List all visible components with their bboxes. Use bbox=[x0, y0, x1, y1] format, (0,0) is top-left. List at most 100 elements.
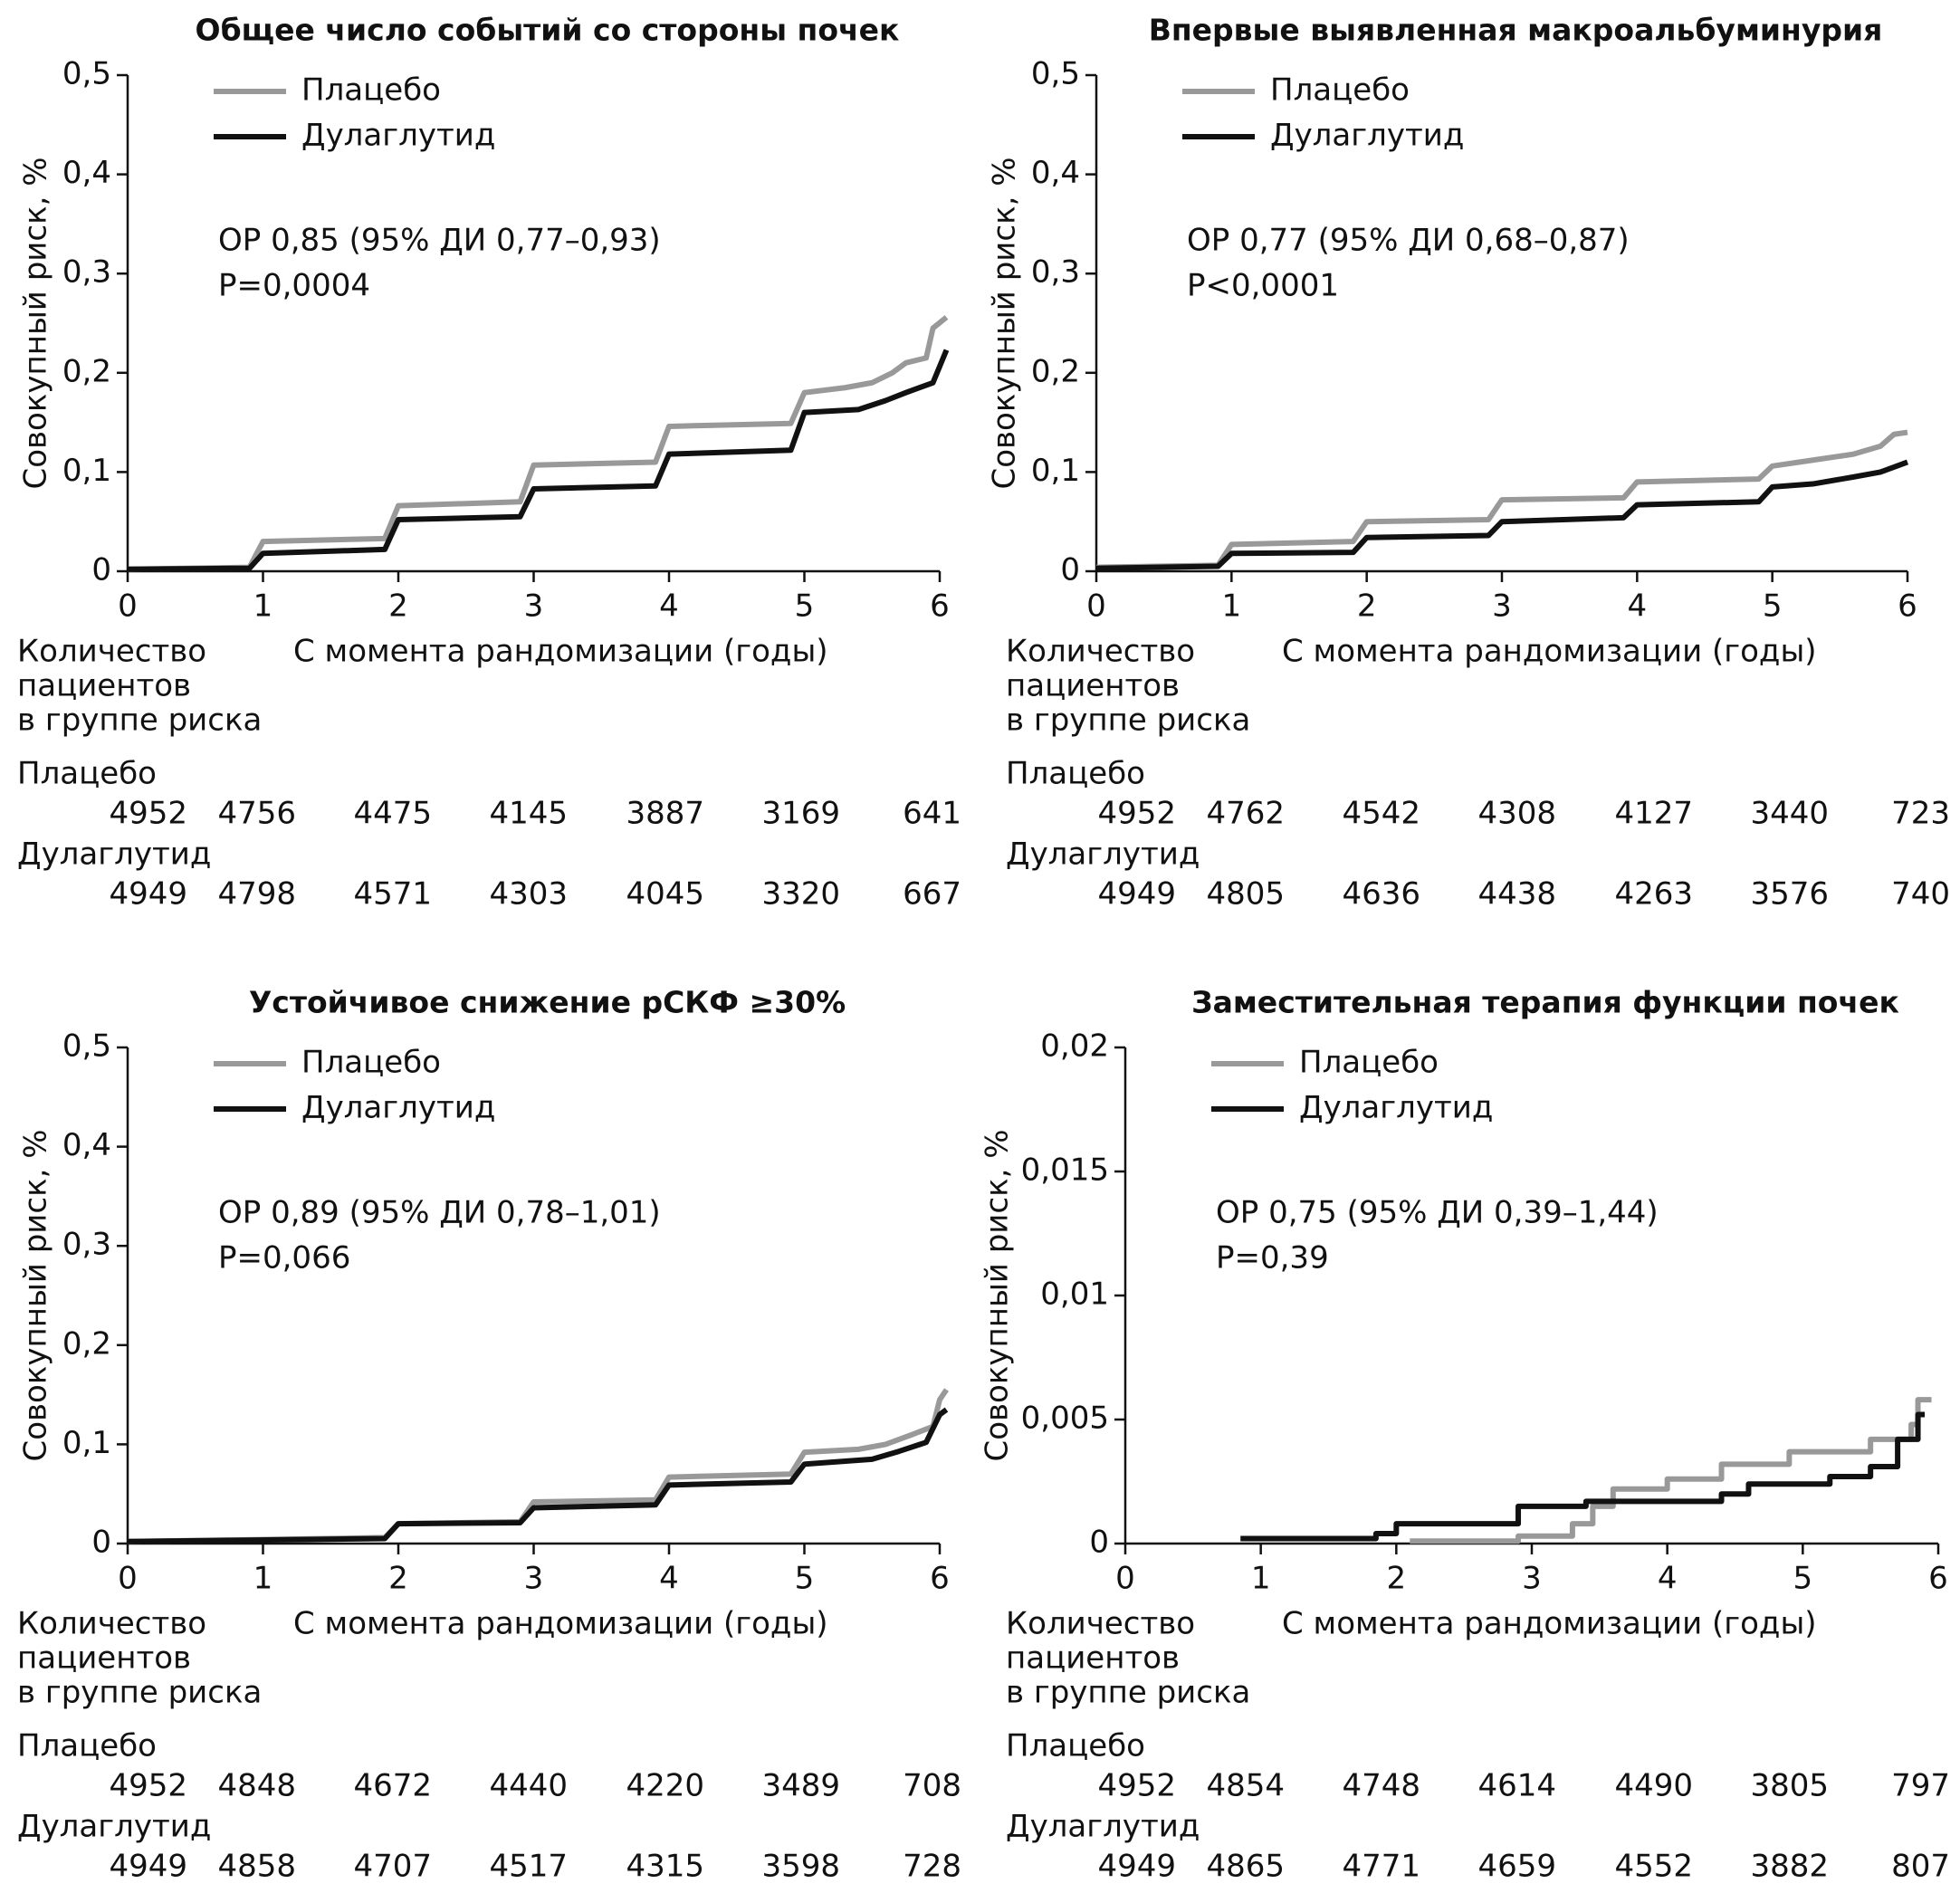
risk-value: 4542 bbox=[1342, 796, 1420, 832]
chart-title: Устойчивое снижение рСКФ ≥30% bbox=[249, 985, 846, 1020]
risk-value: 4798 bbox=[217, 876, 296, 913]
legend-label: Дулаглутид bbox=[1270, 118, 1464, 154]
x-tick-label: 3 bbox=[524, 1561, 544, 1597]
risk-value: 4952 bbox=[109, 796, 187, 832]
y-tick-label: 0 bbox=[91, 1525, 111, 1561]
risk-value: 4614 bbox=[1477, 1768, 1556, 1804]
x-tick-label: 0 bbox=[1086, 588, 1106, 625]
risk-row-name: Дулаглутид bbox=[1006, 837, 1200, 873]
y-axis-label: Совокупный риск, % bbox=[18, 157, 54, 489]
series-line bbox=[127, 315, 949, 572]
x-tick-label: 4 bbox=[659, 588, 679, 625]
x-tick-label: 4 bbox=[1658, 1561, 1678, 1597]
x-tick-label: 2 bbox=[388, 588, 408, 625]
y-tick-label: 0 bbox=[1060, 552, 1080, 588]
y-tick-label: 0,4 bbox=[1031, 155, 1080, 191]
chart-panel: Общее число событий со стороны почек Сово… bbox=[17, 13, 961, 913]
risk-row-name: Плацебо bbox=[17, 756, 157, 792]
risk-value: 4517 bbox=[489, 1849, 568, 1885]
risk-value: 3887 bbox=[626, 796, 704, 832]
risk-value: 4315 bbox=[626, 1849, 704, 1885]
x-tick-label: 6 bbox=[1928, 1561, 1948, 1597]
y-tick-label: 0,2 bbox=[62, 1325, 111, 1362]
y-axis-label: Совокупный риск, % bbox=[987, 157, 1023, 489]
y-tick-label: 0 bbox=[1089, 1525, 1109, 1561]
x-tick-label: 4 bbox=[1628, 588, 1648, 625]
risk-value: 728 bbox=[903, 1849, 961, 1885]
risk-value: 4045 bbox=[626, 876, 704, 913]
risk-value: 4490 bbox=[1614, 1768, 1693, 1804]
x-tick-label: 4 bbox=[659, 1561, 679, 1597]
y-tick-label: 0,3 bbox=[1031, 254, 1080, 291]
series-line bbox=[127, 1388, 949, 1544]
risk-table-header: Количество bbox=[1006, 634, 1195, 670]
series-line bbox=[127, 1407, 949, 1544]
risk-table-header: в группе риска bbox=[1006, 703, 1250, 739]
legend-label: Дулаглутид bbox=[1299, 1090, 1493, 1126]
x-tick-label: 5 bbox=[795, 588, 815, 625]
risk-row-name: Дулаглутид bbox=[17, 1809, 211, 1845]
risk-value: 4952 bbox=[109, 1768, 187, 1804]
risk-value: 4858 bbox=[217, 1849, 296, 1885]
risk-value: 4952 bbox=[1097, 1768, 1176, 1804]
annotation: ОР 0,89 (95% ДИ 0,78–1,01) bbox=[218, 1195, 661, 1231]
legend-label: Дулаглутид bbox=[301, 118, 495, 154]
x-tick-label: 2 bbox=[388, 1561, 408, 1597]
risk-row-name: Дулаглутид bbox=[1006, 1809, 1200, 1845]
risk-value: 4263 bbox=[1614, 876, 1693, 913]
annotation: P=0,0004 bbox=[218, 268, 370, 304]
risk-table-header: в группе риска bbox=[17, 1675, 262, 1711]
x-tick-label: 0 bbox=[118, 588, 138, 625]
y-tick-label: 0,2 bbox=[62, 353, 111, 389]
y-tick-label: 0,3 bbox=[62, 1227, 111, 1263]
x-axis-label: С момента рандомизации (годы) bbox=[293, 1606, 828, 1642]
y-tick-label: 0,005 bbox=[1021, 1401, 1109, 1437]
risk-value: 4762 bbox=[1206, 796, 1285, 832]
x-tick-label: 3 bbox=[1492, 588, 1512, 625]
risk-value: 723 bbox=[1891, 796, 1950, 832]
annotation: P=0,39 bbox=[1216, 1240, 1329, 1276]
risk-value: 4440 bbox=[489, 1768, 568, 1804]
x-tick-label: 5 bbox=[1793, 1561, 1813, 1597]
risk-value: 4952 bbox=[1097, 796, 1176, 832]
risk-table-header: пациентов bbox=[17, 1640, 191, 1677]
risk-value: 3489 bbox=[761, 1768, 840, 1804]
x-tick-label: 1 bbox=[1222, 588, 1242, 625]
risk-row-name: Плацебо bbox=[17, 1728, 157, 1764]
x-tick-label: 3 bbox=[1522, 1561, 1542, 1597]
risk-value: 3169 bbox=[761, 796, 840, 832]
risk-table-header: пациентов bbox=[1006, 668, 1180, 704]
risk-value: 4949 bbox=[109, 1849, 187, 1885]
legend-label: Плацебо bbox=[301, 1045, 441, 1081]
risk-value: 4571 bbox=[353, 876, 432, 913]
x-tick-label: 6 bbox=[930, 1561, 950, 1597]
x-tick-label: 3 bbox=[524, 588, 544, 625]
y-tick-label: 0,2 bbox=[1031, 353, 1080, 389]
risk-value: 4949 bbox=[1097, 876, 1176, 913]
x-tick-label: 1 bbox=[1251, 1561, 1271, 1597]
x-axis-label: С момента рандомизации (годы) bbox=[1282, 1606, 1817, 1642]
risk-value: 4949 bbox=[1097, 1849, 1176, 1885]
legend-label: Плацебо bbox=[1270, 72, 1410, 109]
x-tick-label: 6 bbox=[1898, 588, 1917, 625]
risk-value: 3320 bbox=[761, 876, 840, 913]
chart-title: Заместительная терапия функции почек bbox=[1191, 985, 1899, 1020]
risk-value: 4308 bbox=[1477, 796, 1556, 832]
risk-value: 4552 bbox=[1614, 1849, 1693, 1885]
risk-table-header: в группе риска bbox=[17, 703, 262, 739]
x-tick-label: 2 bbox=[1387, 1561, 1407, 1597]
x-tick-label: 0 bbox=[1115, 1561, 1135, 1597]
annotation: ОР 0,85 (95% ДИ 0,77–0,93) bbox=[218, 223, 661, 259]
risk-value: 667 bbox=[903, 876, 961, 913]
y-axis-label: Совокупный риск, % bbox=[980, 1129, 1016, 1461]
risk-value: 807 bbox=[1891, 1849, 1950, 1885]
y-tick-label: 0,5 bbox=[62, 56, 111, 92]
risk-value: 4438 bbox=[1477, 876, 1556, 913]
annotation: ОР 0,75 (95% ДИ 0,39–1,44) bbox=[1216, 1195, 1659, 1231]
risk-value: 3598 bbox=[761, 1849, 840, 1885]
risk-value: 797 bbox=[1891, 1768, 1950, 1804]
risk-value: 3882 bbox=[1750, 1849, 1829, 1885]
y-axis-label: Совокупный риск, % bbox=[18, 1129, 54, 1461]
y-tick-label: 0,5 bbox=[1031, 56, 1080, 92]
risk-value: 4303 bbox=[489, 876, 568, 913]
